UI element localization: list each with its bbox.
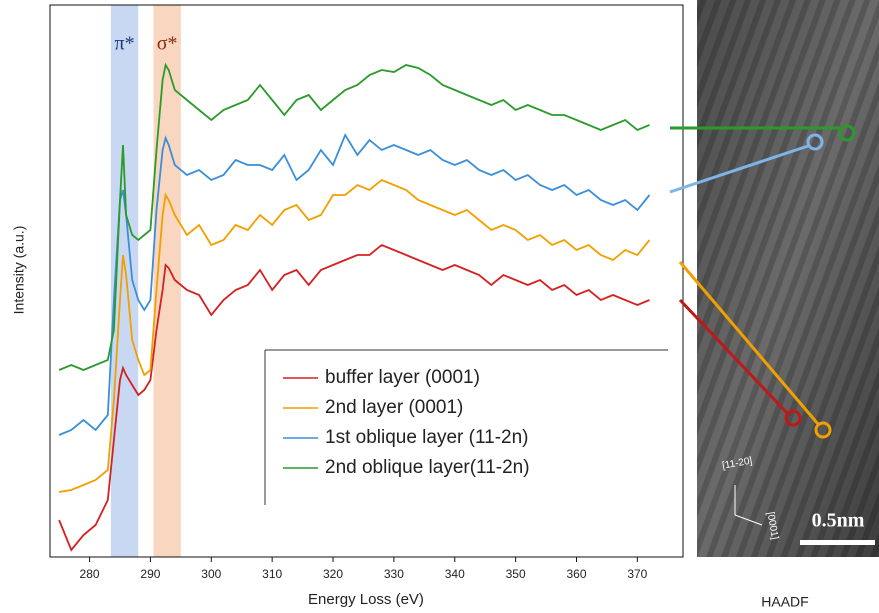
legend-label: 2nd oblique layer(11-2n) xyxy=(325,457,530,478)
plot: 280 290 300 310 320 330 340 350 360 370 xyxy=(58,62,651,581)
legend-label: 1st oblique layer (11-2n) xyxy=(325,427,528,448)
connector xyxy=(669,144,809,194)
series-line xyxy=(58,62,650,371)
scale-bar xyxy=(800,540,875,545)
marker-circle xyxy=(806,133,824,151)
connector xyxy=(678,298,790,416)
image-label: HAADF xyxy=(761,594,808,610)
marker-circle xyxy=(838,124,856,142)
x-tick-label: 340 xyxy=(445,567,465,581)
series-line xyxy=(58,243,650,552)
band-label: π* xyxy=(115,33,135,55)
legend-label: buffer layer (0001) xyxy=(325,367,480,388)
haadf-image: [11-20] [0001] 0.5nm xyxy=(669,0,879,557)
marker-circle xyxy=(814,421,832,439)
x-axis-label: Energy Loss (eV) xyxy=(308,591,424,608)
legend: buffer layer (0001) 2nd layer (0001) 1st o… xyxy=(264,349,668,505)
marker-circle xyxy=(784,409,802,427)
y-axis-label: Intensity (a.u.) xyxy=(11,226,27,315)
series-line xyxy=(58,133,651,436)
scale-bar-label: 0.5nm xyxy=(812,510,865,532)
x-tick-label: 290 xyxy=(140,567,160,581)
band-label: σ* xyxy=(157,33,178,55)
x-tick-label: 320 xyxy=(323,567,343,581)
legend-label: 2nd layer (0001) xyxy=(325,397,463,418)
direction-arrow xyxy=(734,514,763,526)
direction-label: [11-20] xyxy=(721,456,753,472)
plot-frame xyxy=(49,4,684,558)
x-tick-label: 360 xyxy=(566,567,586,581)
x-tick-label: 280 xyxy=(80,567,100,581)
series-line xyxy=(58,178,651,493)
x-tick-label: 330 xyxy=(384,567,404,581)
connector xyxy=(678,261,820,425)
x-tick-label: 370 xyxy=(627,567,647,581)
direction-label: [0001] xyxy=(764,511,780,541)
x-tick-label: 350 xyxy=(506,567,526,581)
haadf-texture xyxy=(697,0,879,557)
x-tick-label: 300 xyxy=(201,567,221,581)
x-tick-label: 310 xyxy=(262,567,282,581)
